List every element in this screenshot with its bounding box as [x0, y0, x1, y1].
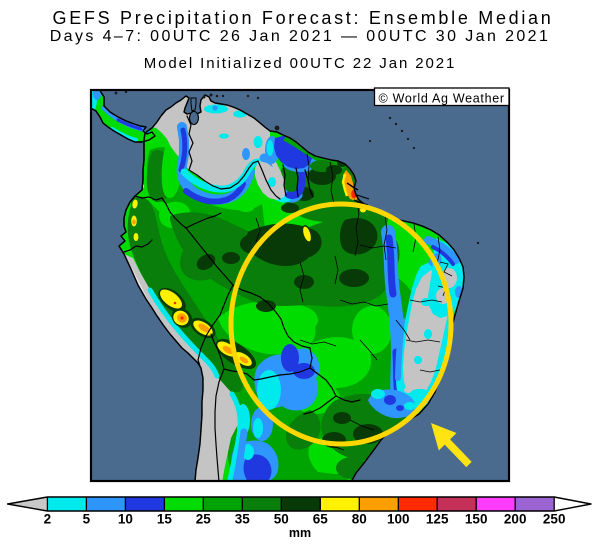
- svg-text:200: 200: [504, 512, 527, 527]
- svg-text:mm: mm: [289, 526, 311, 540]
- svg-text:35: 35: [235, 512, 251, 527]
- svg-text:© World Ag Weather: © World Ag Weather: [379, 92, 505, 106]
- svg-text:2: 2: [44, 512, 52, 527]
- svg-text:125: 125: [426, 512, 449, 527]
- svg-text:150: 150: [465, 512, 488, 527]
- svg-text:80: 80: [352, 512, 367, 527]
- svg-text:250: 250: [543, 512, 566, 527]
- svg-text:5: 5: [83, 512, 91, 527]
- svg-text:15: 15: [157, 512, 173, 527]
- svg-text:100: 100: [387, 512, 410, 527]
- svg-text:25: 25: [196, 512, 212, 527]
- svg-text:50: 50: [274, 512, 289, 527]
- svg-text:65: 65: [313, 512, 329, 527]
- svg-text:10: 10: [118, 512, 133, 527]
